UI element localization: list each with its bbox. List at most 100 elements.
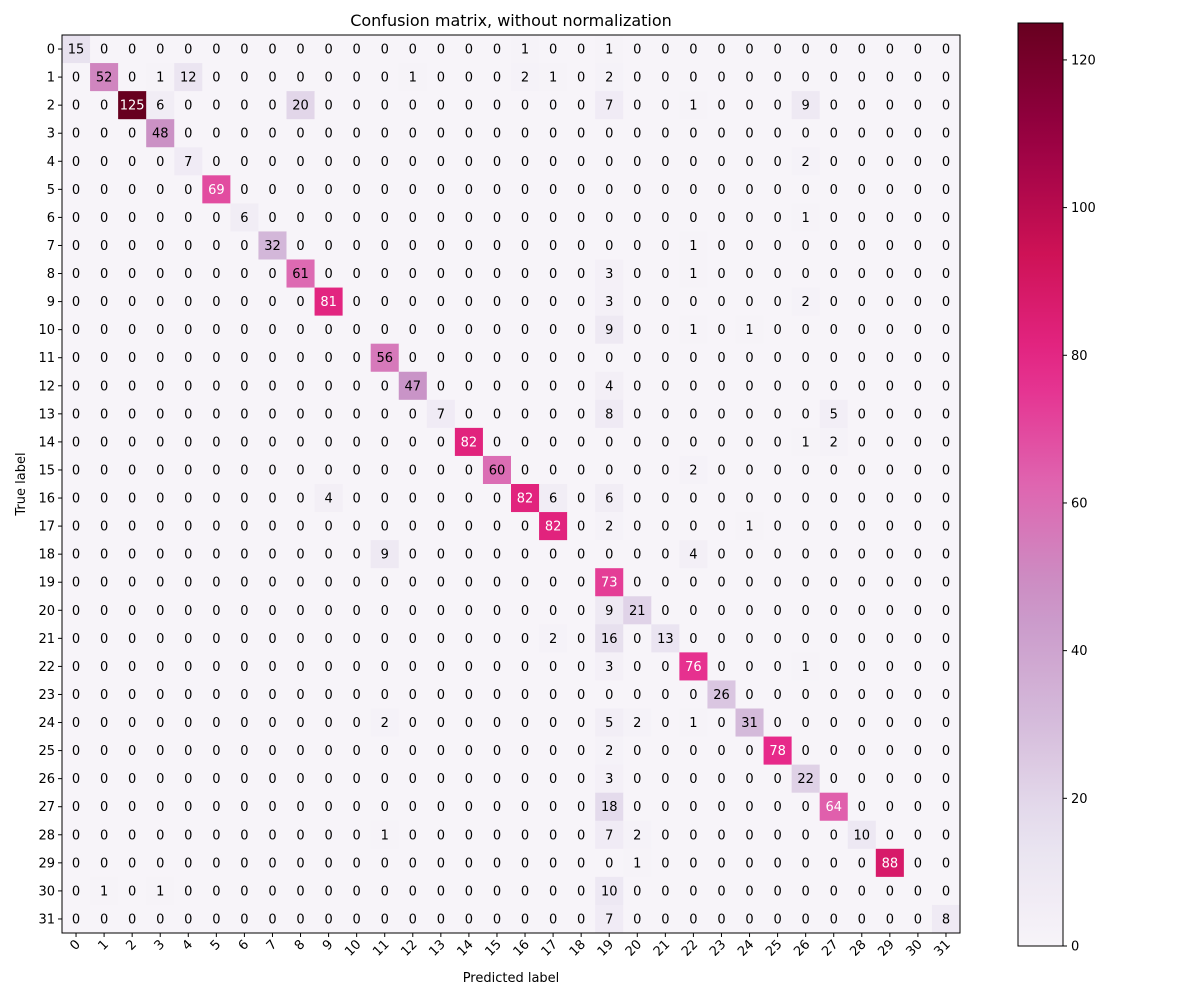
cell-value-label: 0	[802, 463, 810, 478]
heatmap-cell	[819, 904, 849, 934]
cell-value-label: 0	[240, 688, 248, 703]
heatmap-cell	[819, 119, 849, 148]
cell-value-label: 0	[830, 716, 838, 731]
cell-value-label: 0	[830, 688, 838, 703]
heatmap-cell	[482, 119, 512, 148]
heatmap-cell	[314, 484, 344, 513]
heatmap-cell	[482, 427, 512, 457]
heatmap-cell	[847, 35, 877, 64]
heatmap-cell	[342, 119, 372, 148]
cell-value-label: 0	[689, 43, 697, 58]
cell-value-label: 0	[100, 99, 108, 114]
cell-value-label: 0	[493, 323, 501, 338]
cell-value-label: 0	[381, 183, 389, 198]
heatmap-cell	[791, 175, 821, 204]
x-tick-label: 12	[398, 937, 420, 959]
heatmap-cell	[202, 764, 231, 794]
cell-value-label: 0	[437, 772, 445, 787]
heatmap-cell	[62, 540, 91, 569]
heatmap-cell	[286, 147, 315, 176]
heatmap-cell	[763, 708, 793, 737]
heatmap-cell	[791, 848, 821, 878]
heatmap-cell	[623, 484, 652, 513]
heatmap-cell	[90, 904, 119, 934]
cell-value-label: 0	[745, 127, 753, 142]
heatmap-cell	[595, 568, 624, 597]
cell-value-label: 0	[745, 463, 753, 478]
heatmap-cell	[875, 848, 905, 878]
cell-value-label: 0	[661, 267, 669, 282]
cell-value-label: 0	[549, 688, 557, 703]
cell-value-label: 0	[689, 435, 697, 450]
cell-value-label: 0	[212, 492, 220, 507]
cell-value-label: 0	[465, 43, 473, 58]
heatmap-cell	[230, 708, 259, 737]
heatmap-cell	[454, 680, 484, 709]
heatmap-cell	[342, 231, 372, 260]
cell-value-label: 0	[773, 912, 781, 927]
cell-value-label: 0	[633, 155, 641, 170]
cell-value-label: 0	[914, 239, 922, 254]
cell-value-label: 0	[128, 492, 136, 507]
heatmap-cell	[454, 708, 484, 737]
heatmap-cell	[679, 35, 708, 64]
y-tick-label: 1	[47, 71, 55, 86]
y-tick-label: 30	[38, 884, 55, 899]
heatmap-cell	[482, 568, 512, 597]
heatmap-cell	[174, 343, 203, 373]
cell-value-label: 0	[72, 99, 80, 114]
cell-value-label: 0	[577, 632, 585, 647]
heatmap-cell	[875, 315, 905, 345]
heatmap-cell	[679, 848, 708, 878]
cell-value-label: 0	[437, 71, 445, 86]
cell-value-label: 0	[633, 688, 641, 703]
heatmap-cell	[595, 624, 624, 653]
cell-value-label: 0	[296, 828, 304, 843]
cell-value-label: 12	[180, 71, 197, 86]
cell-value-label: 26	[713, 688, 730, 703]
heatmap-cell	[651, 175, 680, 204]
heatmap-cell	[314, 596, 344, 625]
heatmap-cell	[258, 175, 287, 204]
cell-value-label: 0	[184, 660, 192, 675]
heatmap-cell	[875, 540, 905, 569]
cell-value-label: 1	[802, 211, 810, 226]
heatmap-cell	[623, 287, 652, 317]
cell-value-label: 4	[689, 548, 697, 563]
cell-value-label: 0	[773, 323, 781, 338]
heatmap-cell	[903, 512, 933, 541]
heatmap-cell	[819, 399, 849, 429]
heatmap-cell	[426, 203, 456, 232]
heatmap-cell	[847, 848, 877, 878]
cell-value-label: 0	[437, 43, 445, 58]
y-tick-label: 3	[47, 127, 55, 142]
heatmap-cell	[342, 259, 372, 288]
cell-value-label: 0	[381, 884, 389, 899]
heatmap-cell	[426, 876, 456, 906]
heatmap-cell	[370, 736, 400, 766]
heatmap-cell	[90, 119, 119, 148]
cell-value-label: 0	[549, 127, 557, 142]
heatmap-cell	[174, 175, 203, 204]
heatmap-cell	[230, 119, 259, 148]
heatmap-cell	[511, 175, 540, 204]
cell-value-label: 0	[240, 856, 248, 871]
cell-value-label: 0	[240, 239, 248, 254]
cell-value-label: 0	[886, 71, 894, 86]
cell-value-label: 0	[858, 632, 866, 647]
cell-value-label: 0	[156, 856, 164, 871]
heatmap-cell	[454, 484, 484, 513]
cell-value-label: 0	[353, 211, 361, 226]
cell-value-label: 0	[858, 323, 866, 338]
cell-value-label: 0	[914, 463, 922, 478]
heatmap-cell	[707, 399, 736, 429]
heatmap-cell	[539, 427, 568, 457]
heatmap-cell	[511, 708, 540, 737]
cell-value-label: 0	[689, 632, 697, 647]
cell-value-label: 0	[100, 407, 108, 422]
cell-value-label: 0	[465, 744, 473, 759]
cell-value-label: 2	[830, 435, 838, 450]
heatmap-cell	[370, 820, 400, 850]
heatmap-cell	[651, 624, 680, 653]
heatmap-cell	[819, 371, 849, 401]
